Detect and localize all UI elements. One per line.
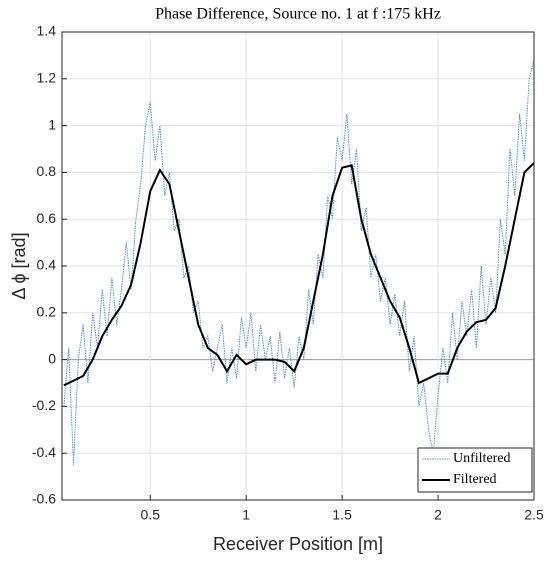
x-tick-label: 2 xyxy=(434,507,442,523)
x-tick-label: 0.5 xyxy=(141,507,161,523)
y-tick-label: 0.8 xyxy=(37,163,57,179)
legend-label: Filtered xyxy=(453,472,497,487)
y-tick-label: 0 xyxy=(48,350,56,366)
x-tick-label: 2.5 xyxy=(524,507,544,523)
y-tick-label: -0.2 xyxy=(32,397,56,413)
plot-frame xyxy=(61,31,535,501)
x-axis-label: Receiver Position [m] xyxy=(213,534,383,554)
x-tick-label: 1.5 xyxy=(332,507,352,523)
y-tick-label: 1.4 xyxy=(37,23,57,39)
line-dotted xyxy=(63,59,535,465)
y-tick-label: 1 xyxy=(48,116,56,132)
legend: Unfiltered Filtered xyxy=(417,447,533,493)
legend-label: Unfiltered xyxy=(453,451,511,466)
y-tick-label: 1.2 xyxy=(37,70,57,86)
y-tick-label: 0.6 xyxy=(37,210,57,226)
line-solid xyxy=(63,162,535,387)
y-tick-label: -0.6 xyxy=(32,491,56,507)
y-tick-label: 0.4 xyxy=(37,257,57,273)
y-axis-label: Δ ϕ [rad] xyxy=(9,232,29,299)
x-tick-label: 1 xyxy=(242,507,250,523)
y-tick-label: -0.4 xyxy=(32,444,56,460)
chart-title: Phase Difference, Source no. 1 at f :175… xyxy=(155,6,441,23)
legend-box xyxy=(417,447,533,493)
y-tick-label: 0.2 xyxy=(37,304,57,320)
